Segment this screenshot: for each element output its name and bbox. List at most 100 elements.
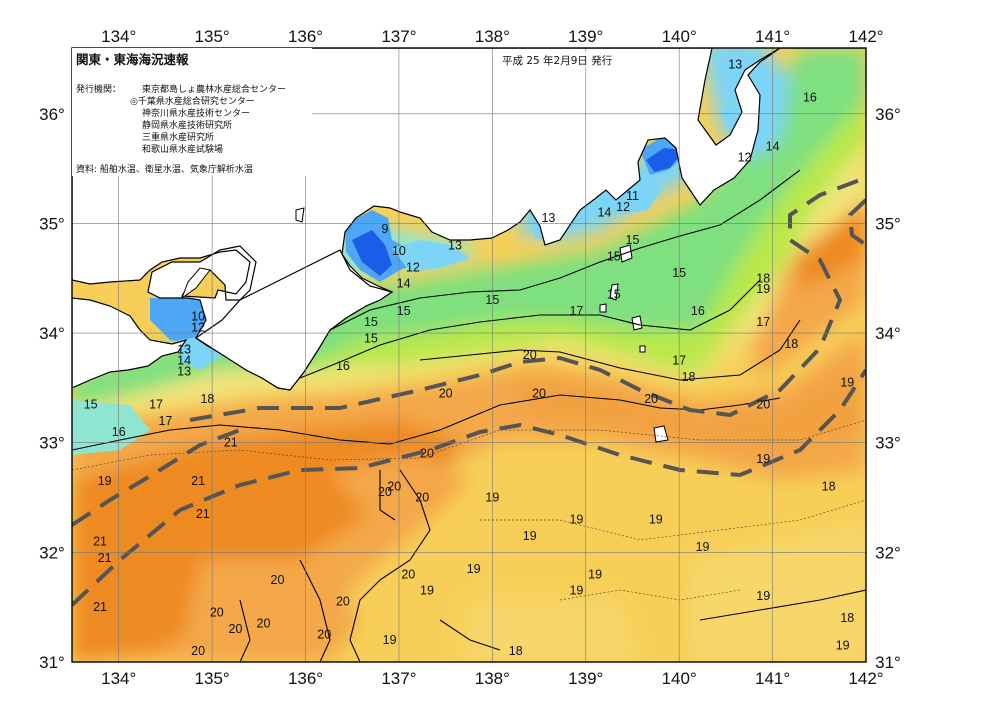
- isotherm-label: 12: [406, 260, 420, 274]
- isotherm-label: 18: [840, 611, 854, 625]
- lat-tick-label-left: 32°: [39, 543, 65, 562]
- isotherm-label: 20: [415, 491, 429, 505]
- isotherm-label: 10: [191, 310, 205, 324]
- isotherm-label: 20: [387, 480, 401, 494]
- header-panel: 関東・東海海況速報 平成 25 年2月9日 発行 発行機関： 東京都島しょ農林水…: [72, 48, 645, 176]
- lon-tick-label-top: 140°: [662, 27, 697, 46]
- isotherm-label: 19: [569, 512, 583, 526]
- isotherm-label: 19: [836, 639, 850, 653]
- data-sources: 資料: 船舶水温、衛星水温、気象庁解析水温: [76, 163, 253, 175]
- isotherm-label: 14: [766, 140, 780, 154]
- isotherm-label: 12: [738, 151, 752, 165]
- land-niijima: [609, 283, 619, 301]
- header-background: [72, 48, 312, 176]
- isotherm-label: 12: [191, 321, 205, 335]
- isotherm-label: 18: [509, 644, 523, 658]
- isotherm-label: 19: [649, 512, 663, 526]
- lat-tick-label-right: 35°: [875, 214, 901, 233]
- lat-tick-label-left: 31°: [39, 653, 65, 672]
- land-sado-like: [295, 207, 305, 223]
- isotherm-label: 13: [448, 238, 462, 252]
- isotherm-label: 13: [728, 57, 742, 71]
- lon-tick-label-bottom: 134°: [101, 669, 136, 688]
- isotherm-label: 18: [200, 392, 214, 406]
- isotherm-label: 20: [378, 485, 392, 499]
- lon-tick-label-top: 134°: [101, 27, 136, 46]
- isotherm-label: 20: [420, 447, 434, 461]
- lat-tick-label-right: 32°: [875, 543, 901, 562]
- isotherm-label: 11: [626, 189, 639, 203]
- isotherm-label: 14: [177, 353, 191, 367]
- isotherm-label: 16: [336, 359, 350, 373]
- lon-tick-label-top: 136°: [288, 27, 323, 46]
- isotherm-label: 18: [682, 370, 696, 384]
- isotherm-label: 18: [756, 271, 770, 285]
- kuroshio-axis-north: [189, 178, 861, 422]
- isotherm-label: 19: [420, 584, 434, 598]
- lon-tick-label-bottom: 135°: [195, 669, 230, 688]
- issue-date: 平成 25 年2月9日 発行: [502, 54, 613, 67]
- map-frame: [71, 47, 867, 663]
- isotherm-label: 13: [177, 343, 191, 357]
- isotherm-label: 16: [691, 304, 705, 318]
- isotherm-label: 18: [784, 337, 798, 351]
- isotherm-label: 20: [439, 386, 453, 400]
- lon-tick-label-top: 135°: [195, 27, 230, 46]
- tokyo-bay-inner: [646, 148, 684, 172]
- isotherm-label: 18: [822, 480, 836, 494]
- lon-tick-label-top: 141°: [755, 27, 790, 46]
- isotherm-label: 12: [616, 200, 630, 214]
- land-kii-peninsula: [194, 249, 394, 391]
- lon-tick-label-bottom: 142°: [848, 669, 883, 688]
- lon-tick-label-bottom: 138°: [475, 669, 510, 688]
- isotherm-label: 19: [383, 633, 397, 647]
- isotherm-label: 19: [467, 562, 481, 576]
- isotherm-label: 20: [229, 622, 243, 636]
- issuer-agency: 和歌山県水産試験場: [142, 143, 223, 155]
- isotherm-label: 13: [177, 364, 191, 378]
- issuer-agency: ◎千葉県水産総合研究センター: [130, 95, 255, 107]
- isotherm-label: 20: [336, 595, 350, 609]
- lat-tick-label-right: 36°: [875, 105, 901, 124]
- isotherm-label: 21: [224, 436, 238, 450]
- land-mikura: [639, 345, 646, 353]
- isotherm-label: 21: [191, 474, 205, 488]
- isotherm-label: 15: [485, 293, 499, 307]
- isotherm-label: 20: [257, 617, 271, 631]
- lon-tick-label-top: 138°: [475, 27, 510, 46]
- lon-tick-label-top: 142°: [848, 27, 883, 46]
- isotherm-label: 19: [523, 529, 537, 543]
- lon-tick-label-bottom: 136°: [288, 669, 323, 688]
- isotherm-label: 21: [93, 600, 107, 614]
- lon-tick-label-top: 139°: [568, 27, 603, 46]
- lat-tick-label-right: 34°: [875, 324, 901, 343]
- isotherm-label: 20: [401, 567, 415, 581]
- isotherm-label: 15: [364, 315, 378, 329]
- isotherm-label: 19: [840, 375, 854, 389]
- isotherm-label: 20: [317, 628, 331, 642]
- isotherm-label: 20: [271, 573, 285, 587]
- land-izu-oshima: [619, 244, 633, 263]
- isotherm-label: 13: [541, 211, 555, 225]
- isotherm-label: 15: [626, 233, 640, 247]
- isotherm-label: 17: [158, 414, 172, 428]
- kuroshio-axis: [72, 178, 866, 607]
- isotherm-label: 19: [485, 491, 499, 505]
- isotherm-label: 15: [607, 288, 621, 302]
- isotherm-label: 15: [364, 332, 378, 346]
- issuer-label: 発行機関：: [76, 83, 121, 95]
- isotherm-label: 20: [523, 348, 537, 362]
- isotherm-label: 16: [803, 90, 817, 104]
- lat-tick-label-right: 31°: [875, 653, 901, 672]
- issuer-agency: 東京都島しょ農林水産総合センター: [142, 83, 286, 95]
- isotherm-label: 19: [696, 540, 710, 554]
- isotherm-label: 19: [98, 474, 112, 488]
- isotherm-label: 17: [149, 397, 163, 411]
- kuroshio-axis-east: [847, 198, 866, 247]
- isotherm-label: 20: [191, 644, 205, 658]
- isotherm-label: 19: [569, 584, 583, 598]
- axis-ticks: 134° 134° 135° 135° 136° 136° 137° 137° 138° 138°…: [39, 27, 901, 688]
- isotherm-label: 15: [397, 304, 411, 318]
- kuroshio-axis-west: [72, 428, 241, 527]
